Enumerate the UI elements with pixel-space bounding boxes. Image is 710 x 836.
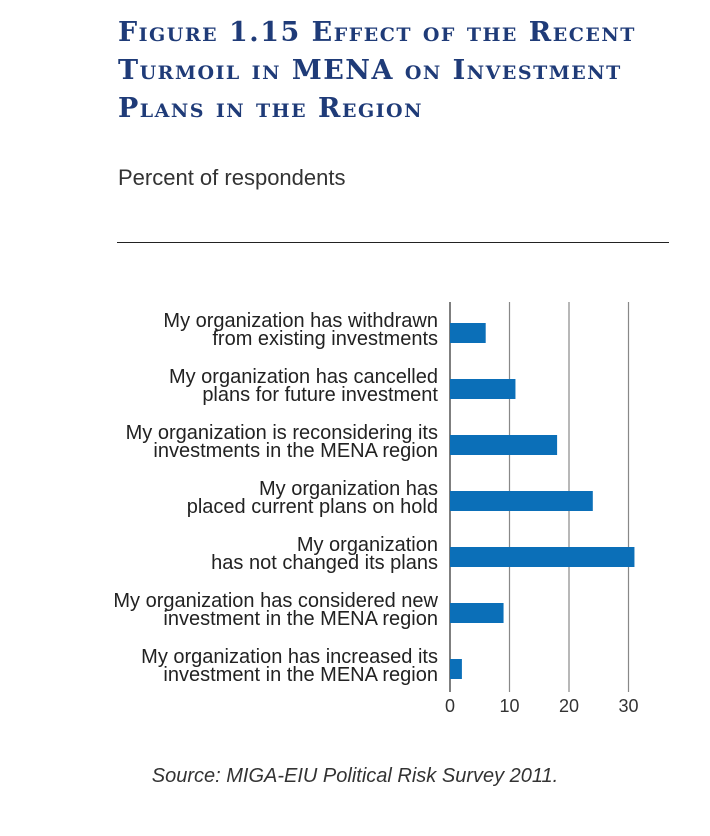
category-label: My organization has cancelled: [169, 366, 438, 388]
chart-subtitle: Percent of respondents: [118, 165, 346, 190]
category-label: My organization has: [259, 478, 438, 500]
category-label: My organization is reconsidering its: [126, 422, 438, 444]
category-label: placed current plans on hold: [187, 496, 438, 518]
category-label: has not changed its plans: [211, 552, 438, 574]
title-line-2: Turmoil in MENA on Investment: [118, 55, 622, 86]
bar: [450, 547, 635, 567]
x-tick-label: 30: [618, 696, 638, 716]
source-note: Source: MIGA-EIU Political Risk Survey 2…: [151, 765, 559, 787]
bar: [450, 379, 516, 399]
x-tick-label: 10: [499, 696, 519, 716]
category-label: investment in the MENA region: [163, 608, 438, 630]
category-label: My organization: [297, 534, 438, 556]
bar: [450, 603, 504, 623]
bar-chart: 0 10 20 30 My organization has withdrawnfrom…: [113, 302, 639, 716]
category-label: investments in the MENA region: [153, 440, 438, 462]
title-line-3: Plans in the Region: [118, 93, 423, 124]
bar: [450, 659, 462, 679]
category-label: My organization has increased its: [141, 646, 438, 668]
category-label: My organization has withdrawn: [163, 310, 438, 332]
bar: [450, 435, 558, 455]
chart-title: Figure 1.15 Effect of the Recent Turmoil…: [118, 14, 678, 128]
x-tick-label: 20: [559, 696, 579, 716]
title-line-1: Figure 1.15 Effect of the Recent: [118, 17, 636, 48]
category-label: My organization has considered new: [113, 590, 438, 612]
divider-rule: [117, 242, 669, 243]
category-label: from existing investments: [212, 328, 438, 350]
x-tick-label: 0: [445, 696, 455, 716]
bar: [450, 323, 486, 343]
category-label: plans for future investment: [202, 384, 438, 406]
category-label: investment in the MENA region: [163, 664, 438, 686]
bar: [450, 491, 593, 511]
